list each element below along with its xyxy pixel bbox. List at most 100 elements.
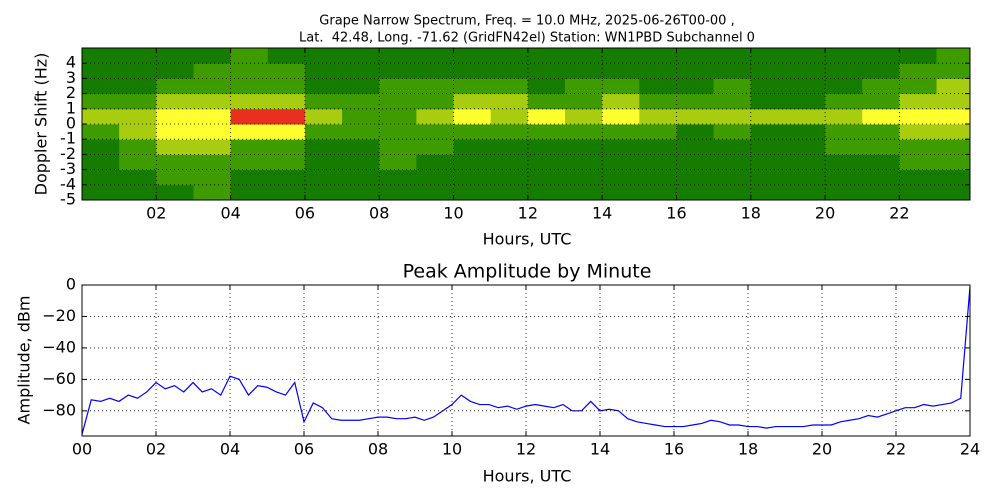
heat-cell — [750, 108, 789, 125]
heat-cell — [639, 48, 677, 64]
heat-cell — [379, 124, 417, 140]
x-axis-label: Hours, UTC — [483, 467, 572, 486]
heat-cell — [899, 63, 938, 79]
heat-cell — [825, 184, 863, 200]
heat-cell — [787, 63, 826, 79]
heat-cell — [862, 63, 900, 79]
heat-cell — [602, 169, 640, 186]
heat-cell — [899, 124, 938, 140]
heat-cell — [750, 63, 789, 79]
x-tick-label: 12 — [518, 204, 538, 223]
heat-cell — [602, 139, 640, 155]
heat-cell — [193, 184, 232, 200]
heat-cell — [527, 124, 566, 140]
figure-title: Lat. 42.48, Long. -71.62 (GridFN42el) St… — [299, 31, 755, 46]
heat-cell — [527, 169, 566, 186]
heat-cell — [602, 108, 640, 125]
heat-cell — [82, 184, 120, 200]
heat-cell — [267, 139, 306, 155]
x-tick-label: 12 — [516, 440, 536, 459]
heat-cell — [193, 139, 232, 155]
heat-cell — [490, 108, 529, 125]
heat-cell — [565, 78, 603, 95]
heat-cell — [602, 154, 640, 171]
heat-cell — [342, 154, 380, 171]
heat-cell — [230, 93, 269, 110]
data-line — [82, 286, 970, 435]
heat-cell — [713, 48, 752, 64]
heat-cell — [750, 48, 789, 64]
heat-cell — [156, 124, 194, 140]
x-tick-label: 24 — [960, 440, 980, 459]
heat-cell — [713, 124, 752, 140]
heat-cell — [82, 93, 120, 110]
heat-cell — [119, 48, 157, 64]
heat-cell — [82, 78, 120, 95]
heat-cell — [342, 63, 380, 79]
heat-cell — [936, 169, 970, 186]
heat-cell — [304, 154, 343, 171]
y-tick-label: -4 — [60, 174, 76, 193]
heat-cell — [899, 184, 938, 200]
heat-cell — [156, 78, 194, 95]
x-axis-label: Hours, UTC — [483, 230, 572, 249]
heat-cell — [490, 169, 529, 186]
heat-cell — [379, 48, 417, 64]
heat-cell — [379, 63, 417, 79]
heat-cell — [119, 93, 157, 110]
heat-cell — [304, 63, 343, 79]
heat-cell — [267, 169, 306, 186]
heat-cell — [193, 124, 232, 140]
heat-cell — [119, 78, 157, 95]
x-tick-label: 20 — [812, 440, 832, 459]
heat-cell — [416, 63, 455, 79]
x-tick-label: 14 — [592, 204, 612, 223]
heat-cell — [82, 169, 120, 186]
heat-cell — [490, 139, 529, 155]
heat-cell — [453, 184, 492, 200]
heat-cell — [119, 63, 157, 79]
heat-cell — [787, 48, 826, 64]
heat-cell — [825, 93, 863, 110]
heat-cell — [676, 184, 715, 200]
y-axis-label: Amplitude, dBm — [15, 296, 34, 425]
heat-cell — [490, 154, 529, 171]
heat-cell — [230, 169, 269, 186]
heat-cell — [565, 48, 603, 64]
heat-cell — [527, 93, 566, 110]
heat-cell — [787, 139, 826, 155]
y-tick-label: -3 — [60, 159, 76, 178]
heat-cell — [750, 124, 789, 140]
y-tick-label: 0 — [66, 275, 76, 294]
heat-cell — [304, 169, 343, 186]
heat-cell — [713, 169, 752, 186]
heat-cell — [342, 169, 380, 186]
x-tick-label: 02 — [146, 204, 166, 223]
y-tick-label: -1 — [60, 129, 76, 148]
heat-cell — [713, 93, 752, 110]
x-tick-label: 04 — [220, 440, 240, 459]
heat-cell — [267, 48, 306, 64]
heat-cell — [453, 139, 492, 155]
heat-cell — [936, 48, 970, 64]
heat-cell — [453, 154, 492, 171]
heat-cell — [119, 124, 157, 140]
plot-area — [82, 286, 970, 435]
heat-cell — [342, 124, 380, 140]
heat-cell — [156, 108, 194, 125]
heat-cell — [267, 93, 306, 110]
heat-cell — [230, 184, 269, 200]
heat-cell — [602, 78, 640, 95]
heat-cell — [676, 93, 715, 110]
heat-cell — [825, 154, 863, 171]
heat-cell — [899, 78, 938, 95]
heat-cell — [787, 78, 826, 95]
heat-cell — [936, 139, 970, 155]
heat-cell — [936, 124, 970, 140]
heat-cell — [453, 124, 492, 140]
y-tick-label: 2 — [66, 83, 76, 102]
heat-cell — [342, 48, 380, 64]
heat-cell — [416, 48, 455, 64]
heat-cell — [230, 78, 269, 95]
heat-cell — [825, 78, 863, 95]
